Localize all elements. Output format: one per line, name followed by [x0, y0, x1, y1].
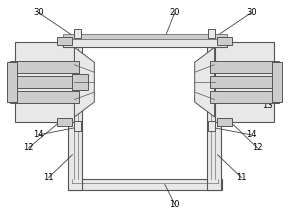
- Text: 12: 12: [23, 143, 34, 152]
- Bar: [57, 118, 73, 126]
- Text: 14: 14: [246, 130, 257, 139]
- Bar: [210, 91, 279, 103]
- Bar: [210, 61, 279, 73]
- Bar: [216, 37, 232, 45]
- Bar: [7, 62, 17, 102]
- Bar: [68, 38, 82, 191]
- Polygon shape: [75, 47, 94, 117]
- Bar: [214, 43, 274, 122]
- Bar: [75, 121, 81, 131]
- Bar: [207, 38, 221, 191]
- Text: 10: 10: [170, 200, 180, 209]
- Bar: [75, 29, 81, 38]
- Text: 11: 11: [43, 173, 54, 182]
- Bar: [208, 121, 214, 131]
- Text: 30: 30: [33, 8, 44, 17]
- Bar: [73, 74, 88, 90]
- Bar: [57, 37, 73, 45]
- Text: 13: 13: [262, 100, 273, 109]
- Bar: [15, 43, 75, 122]
- Text: 14: 14: [34, 130, 44, 139]
- Text: 20: 20: [170, 8, 180, 17]
- Bar: [10, 91, 79, 103]
- Polygon shape: [195, 47, 214, 117]
- Bar: [10, 76, 79, 88]
- Bar: [62, 34, 227, 39]
- Text: 11: 11: [236, 173, 247, 182]
- Bar: [10, 61, 79, 73]
- Text: 30: 30: [246, 8, 257, 17]
- Bar: [210, 76, 279, 88]
- Text: 12: 12: [252, 143, 262, 152]
- Bar: [208, 29, 214, 38]
- Bar: [62, 37, 227, 47]
- Bar: [216, 118, 232, 126]
- Bar: [68, 179, 221, 191]
- Bar: [272, 62, 282, 102]
